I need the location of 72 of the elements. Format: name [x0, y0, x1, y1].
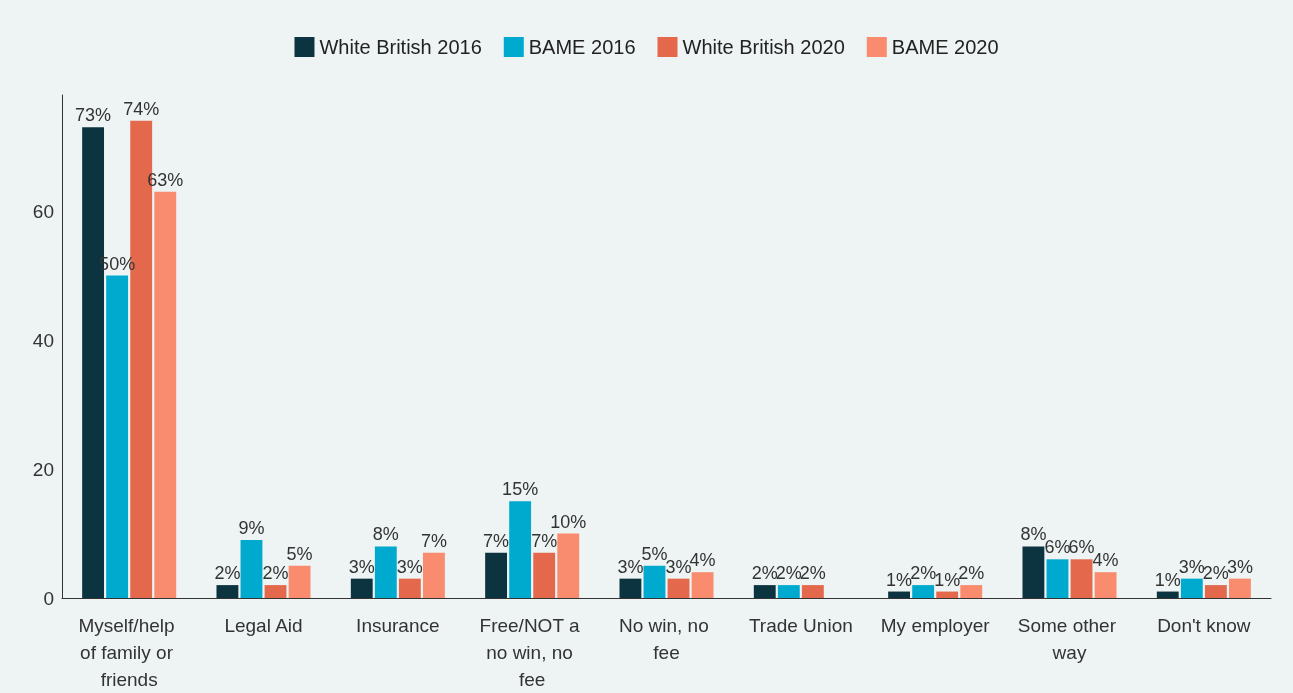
bar	[264, 585, 287, 598]
bar	[485, 552, 508, 598]
bar	[509, 501, 532, 598]
bar	[533, 552, 556, 598]
bar	[1156, 591, 1179, 598]
bar	[422, 552, 445, 598]
bar	[398, 578, 421, 598]
data-label: 3%	[396, 556, 423, 577]
bar	[1070, 559, 1093, 598]
bar	[888, 591, 911, 598]
y-tick-label: 60	[32, 200, 54, 222]
bar	[106, 275, 129, 598]
data-label: 1%	[934, 569, 961, 590]
data-label: 2%	[775, 563, 802, 584]
legend-label: BAME 2020	[891, 36, 999, 58]
data-label: 5%	[286, 543, 313, 564]
bar	[936, 591, 959, 598]
bar	[667, 578, 690, 598]
bar	[1180, 578, 1203, 598]
data-label: 2%	[751, 563, 778, 584]
x-tick-label: My employer	[880, 615, 991, 636]
bar	[643, 565, 666, 598]
data-label: 8%	[372, 524, 399, 545]
legend-label: White British 2016	[319, 36, 482, 58]
bar	[777, 585, 800, 598]
bar	[288, 565, 311, 598]
x-tick-label: Legal Aid	[224, 615, 303, 636]
y-tick-label: 40	[32, 329, 54, 351]
y-tick-label: 20	[32, 458, 54, 480]
x-tick-label: Insurance	[356, 615, 440, 636]
data-label: 9%	[238, 517, 265, 538]
legend-label: White British 2020	[682, 36, 845, 58]
bar	[619, 578, 642, 598]
data-label: 6%	[1068, 537, 1095, 558]
bar	[1094, 572, 1117, 598]
data-label: 1%	[886, 569, 913, 590]
data-label: 7%	[420, 530, 447, 551]
data-label: 7%	[531, 530, 558, 551]
data-label: 74%	[123, 98, 160, 119]
data-label: 2%	[214, 563, 241, 584]
bar	[801, 585, 824, 598]
data-label: 73%	[75, 105, 112, 126]
data-label: 2%	[262, 563, 289, 584]
bar	[240, 539, 263, 598]
bar	[374, 546, 397, 598]
bar	[753, 585, 776, 598]
x-tick-label: Don't know	[1157, 615, 1251, 636]
data-label: 10%	[550, 511, 587, 532]
bar	[557, 533, 580, 598]
bar	[960, 585, 983, 598]
bar	[912, 585, 935, 598]
bar	[691, 572, 714, 598]
y-tick-label: 0	[43, 587, 54, 609]
data-label: 7%	[483, 530, 510, 551]
bar	[1046, 559, 1069, 598]
data-label: 2%	[799, 563, 826, 584]
bar	[350, 578, 373, 598]
bar	[1204, 585, 1227, 598]
x-tick-label: Trade Union	[748, 615, 853, 636]
bar	[1228, 578, 1251, 598]
bar	[1022, 546, 1045, 598]
x-tick-label: Myself/help of family or friends	[78, 615, 180, 690]
legend-label: BAME 2016	[528, 36, 636, 58]
x-tick-label: Free/NOT a no win, no fee	[479, 615, 585, 690]
data-label: 2%	[1202, 563, 1229, 584]
data-label: 3%	[1178, 556, 1205, 577]
x-tick-label: No win, no fee	[618, 615, 715, 663]
bar	[154, 191, 177, 598]
data-label: 15%	[502, 479, 539, 500]
data-label: 3%	[348, 556, 375, 577]
x-tick-label: Some other way	[1017, 615, 1122, 663]
bar	[216, 585, 239, 598]
